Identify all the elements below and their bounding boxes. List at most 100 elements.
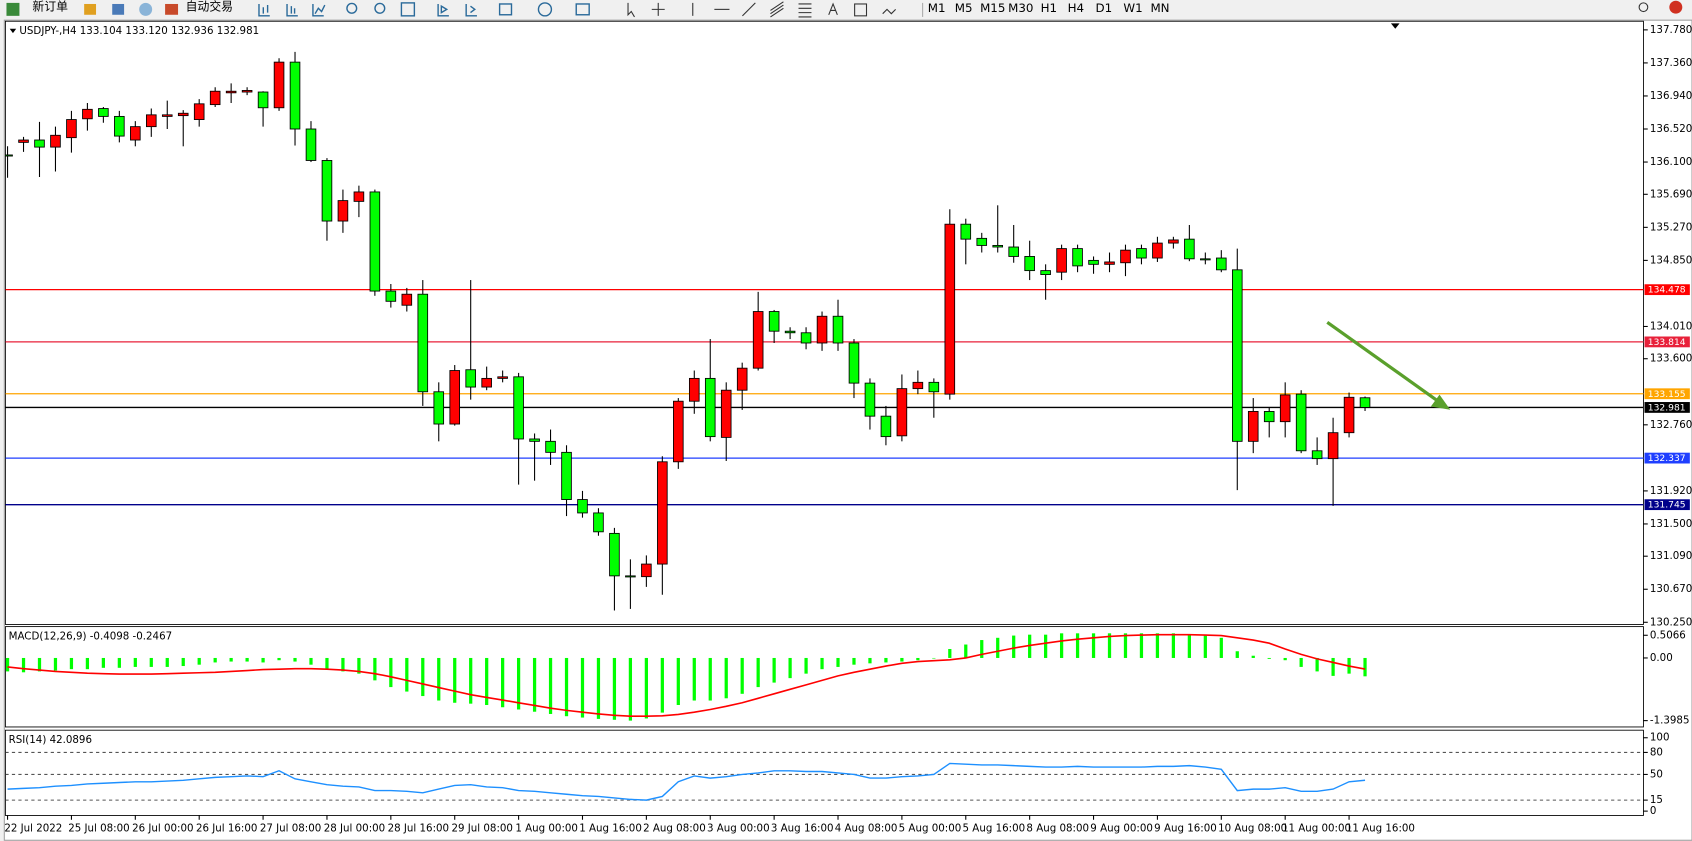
tool-icon[interactable]	[286, 3, 298, 17]
templates[interactable]	[575, 3, 590, 16]
timeframe-button[interactable]: M1	[928, 1, 946, 15]
fibo[interactable]	[798, 3, 812, 18]
histogram-bar	[532, 657, 537, 712]
timeframe-button[interactable]: H4	[1068, 1, 1084, 15]
symbol-menu-arrow[interactable]	[9, 28, 17, 34]
panel	[5, 51, 1644, 611]
histogram-bar	[1123, 633, 1128, 658]
notifications[interactable]	[1669, 0, 1683, 14]
tool-icon[interactable]	[312, 3, 326, 17]
candle-body	[960, 223, 972, 240]
histogram-bar	[1139, 633, 1144, 658]
new-order-icon[interactable]	[6, 2, 20, 16]
histogram-bar	[708, 657, 712, 701]
shapes[interactable]	[882, 8, 897, 15]
y-tick-label: -1.3985	[1650, 715, 1690, 727]
histogram-bar	[165, 657, 169, 667]
y-tick-label: 135.270	[1650, 221, 1692, 233]
candle-body	[768, 311, 780, 332]
histogram-bar	[628, 657, 633, 721]
candle-body	[912, 381, 924, 390]
x-tick-label: 3 Aug 00:00	[707, 822, 770, 834]
search[interactable]	[1638, 2, 1649, 13]
histogram-bar	[1107, 633, 1112, 658]
cursor[interactable]	[627, 2, 635, 18]
timeframe-button[interactable]: M30	[1008, 1, 1033, 15]
panel-title: MACD(12,26,9) -0.4098 -0.2467	[9, 630, 173, 642]
histogram-bar	[1331, 657, 1335, 676]
panel-axis: 137.780 137.360 136.940 136.520 136.100 135.6…	[4, 24, 1692, 835]
x-tick-label: 4 Aug 08:00	[835, 822, 898, 834]
candle-body	[1168, 239, 1179, 244]
timeframe-button[interactable]: W1	[1123, 1, 1142, 15]
histogram-bar	[996, 637, 1000, 658]
timeframe-button[interactable]: D1	[1096, 1, 1113, 15]
candle-body	[1343, 396, 1355, 434]
panel	[5, 751, 1644, 801]
timeframe-button[interactable]: MN	[1150, 1, 1169, 15]
histogram-bar	[437, 657, 441, 701]
histogram-bar	[836, 657, 840, 667]
histogram-bar	[453, 657, 457, 703]
timeframe-button[interactable]: M15	[980, 1, 1005, 15]
tile[interactable]	[400, 2, 416, 17]
tool-icon[interactable]	[112, 3, 125, 15]
new-order-button[interactable]: 新订单	[32, 0, 68, 14]
shift-marker[interactable]	[1390, 23, 1400, 29]
x-tick-label: 9 Aug 16:00	[1154, 822, 1217, 834]
histogram-bar	[1091, 633, 1096, 658]
candle-body	[369, 191, 381, 292]
rsi-line	[7, 762, 1366, 801]
auto-trading-icon[interactable]	[165, 3, 179, 15]
timeframe-button[interactable]: M5	[955, 1, 973, 15]
auto-trading-button[interactable]: 自动交易	[186, 0, 233, 14]
histogram-bar	[580, 657, 585, 718]
tool-icon[interactable]	[84, 3, 97, 15]
y-tick-label: 136.520	[1650, 123, 1692, 135]
crosshair[interactable]	[651, 2, 665, 16]
histogram-bar	[277, 657, 281, 661]
tool-icon[interactable]	[258, 3, 270, 17]
zoom-in[interactable]	[346, 2, 358, 14]
candle-body	[385, 290, 397, 302]
x-tick-label: 29 Jul 08:00	[451, 822, 512, 834]
tool-icon[interactable]	[139, 2, 153, 16]
histogram-bar	[181, 657, 185, 667]
trendline[interactable]	[742, 2, 756, 17]
candle-body	[1040, 270, 1051, 275]
candle-body	[321, 160, 333, 222]
timeframe-button[interactable]: H1	[1041, 1, 1057, 15]
zoom-out[interactable]	[374, 2, 386, 14]
candle-body	[880, 415, 892, 438]
histogram-bar	[229, 657, 233, 662]
candle-body	[673, 400, 684, 463]
label-tool[interactable]	[854, 3, 868, 17]
x-tick-label: 9 Aug 00:00	[1090, 822, 1153, 834]
y-tick-label: 133.600	[1650, 353, 1692, 365]
histogram-bar	[197, 657, 201, 665]
channel[interactable]	[770, 1, 784, 18]
y-tick-label: 131.500	[1650, 518, 1692, 530]
text-tool[interactable]	[828, 2, 838, 15]
periods[interactable]	[537, 2, 553, 17]
tool-icon[interactable]	[465, 3, 477, 17]
x-tick-label: 26 Jul 00:00	[132, 822, 193, 834]
tool-icons[interactable]	[258, 2, 590, 17]
histogram-bar	[1299, 657, 1303, 667]
draw-tools[interactable]	[627, 1, 897, 18]
tool-icon[interactable]	[437, 3, 449, 17]
histogram-bar	[964, 644, 968, 658]
candle-body	[545, 440, 556, 453]
y-tick-label: 0	[1650, 805, 1657, 817]
x-tick-label: 1 Aug 00:00	[515, 822, 578, 834]
y-tick-label: 131.090	[1650, 550, 1692, 562]
histogram-bar	[1251, 655, 1255, 658]
indicators[interactable]	[498, 3, 513, 16]
candle-body	[241, 90, 253, 93]
level-flag	[1644, 499, 1690, 511]
y-tick-label: 137.780	[1650, 24, 1692, 36]
candle-body	[736, 367, 748, 391]
histogram-bar	[980, 640, 984, 658]
y-tick-label: 135.690	[1650, 188, 1692, 200]
histogram-bar	[1203, 635, 1207, 658]
